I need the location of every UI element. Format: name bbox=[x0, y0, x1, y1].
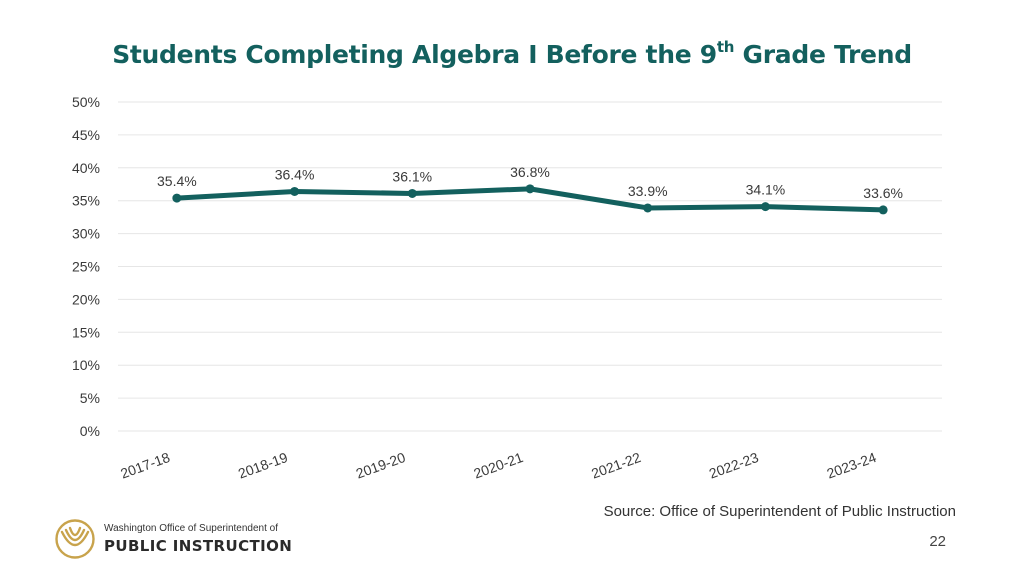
x-tick-label: 2019-20 bbox=[354, 449, 408, 482]
data-label: 35.4% bbox=[157, 173, 197, 189]
y-tick-label: 45% bbox=[72, 127, 100, 143]
title-main: Students Completing Algebra I Before the… bbox=[112, 40, 717, 69]
x-tick-label: 2023-24 bbox=[825, 449, 879, 482]
source-note: Source: Office of Superintendent of Publ… bbox=[603, 503, 956, 520]
y-tick-label: 5% bbox=[80, 390, 100, 406]
title-superscript: th bbox=[716, 38, 735, 56]
y-tick-label: 0% bbox=[80, 423, 100, 439]
slide-title: Students Completing Algebra I Before the… bbox=[0, 38, 1024, 69]
series-line-group bbox=[172, 184, 888, 215]
data-label: 33.6% bbox=[863, 185, 903, 201]
y-tick-label: 20% bbox=[72, 291, 100, 307]
y-tick-label: 40% bbox=[72, 160, 100, 176]
data-point bbox=[878, 205, 888, 215]
grid-lines bbox=[118, 101, 942, 432]
data-label: 33.9% bbox=[628, 183, 668, 199]
x-axis-ticks: 2017-18 2018-19 2019-20 2020-21 2021-22 2022-… bbox=[118, 449, 878, 482]
logo-line-2: PUBLIC INSTRUCTION bbox=[104, 537, 293, 555]
line-chart: 0%5%10%15%20%25%30%35%40%45%50% 2017-18 2… bbox=[72, 94, 942, 482]
data-point bbox=[290, 186, 300, 196]
data-point bbox=[525, 184, 535, 194]
data-label: 34.1% bbox=[746, 182, 786, 198]
y-tick-label: 10% bbox=[72, 357, 100, 373]
data-point bbox=[643, 203, 653, 213]
y-tick-label: 15% bbox=[72, 324, 100, 340]
x-tick-label: 2017-18 bbox=[118, 449, 172, 482]
y-tick-label: 25% bbox=[72, 259, 100, 275]
x-tick-label: 2021-22 bbox=[589, 449, 643, 482]
y-tick-label: 30% bbox=[72, 226, 100, 242]
page-number: 22 bbox=[929, 533, 946, 550]
data-label: 36.8% bbox=[510, 164, 550, 180]
logo-line-1: Washington Office of Superintendent of bbox=[104, 523, 278, 534]
data-point bbox=[172, 193, 182, 203]
x-tick-label: 2022-23 bbox=[707, 449, 761, 482]
data-label: 36.1% bbox=[392, 168, 432, 184]
y-tick-label: 35% bbox=[72, 193, 100, 209]
ospi-seal-icon bbox=[55, 519, 95, 559]
data-labels: 35.4% 36.4% 36.1% 36.8% 33.9% 34.1% 33.6% bbox=[157, 164, 903, 201]
y-axis-ticks: 0% 5% 10% 15% 20% 25% 30% 35% 40% 45% 50% bbox=[72, 94, 100, 439]
x-tick-label: 2018-19 bbox=[236, 449, 290, 482]
title-end: Grade Trend bbox=[734, 40, 913, 69]
data-label: 36.4% bbox=[275, 166, 315, 182]
data-point bbox=[760, 202, 770, 212]
data-point bbox=[407, 188, 417, 198]
x-tick-label: 2020-21 bbox=[471, 449, 525, 482]
y-tick-label: 50% bbox=[72, 94, 100, 110]
ospi-logo: Washington Office of Superintendent of P… bbox=[54, 518, 294, 560]
